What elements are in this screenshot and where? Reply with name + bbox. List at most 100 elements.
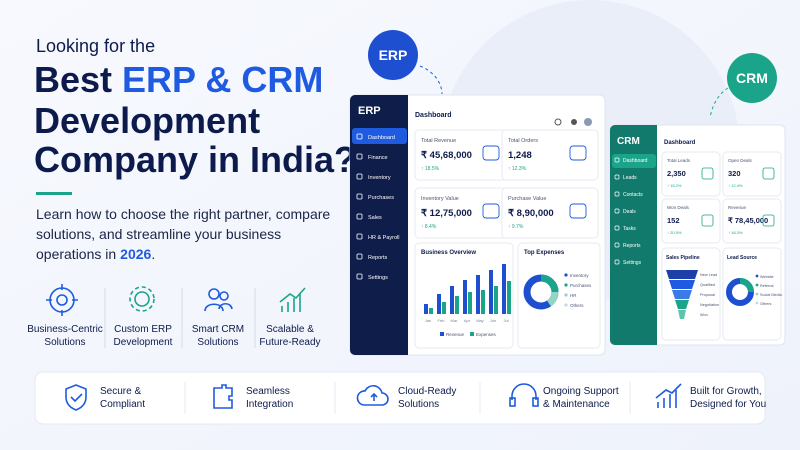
kpi-icon	[762, 214, 775, 227]
erp-nav-active	[352, 128, 407, 144]
icon-headset	[509, 397, 516, 407]
kpi-icon	[569, 145, 587, 161]
erp-badge	[368, 30, 418, 80]
month-label: Jan	[425, 318, 431, 323]
feature-label: Future-Ready	[259, 337, 320, 348]
kpi-icon	[762, 167, 775, 180]
nav-icon	[614, 259, 620, 265]
legend-dot	[564, 303, 568, 307]
nav-icon	[356, 253, 363, 260]
crm-nav-item: Settings	[623, 260, 642, 266]
stage-label: Negotiation	[700, 303, 719, 307]
month-label: Mar	[451, 318, 459, 323]
nav-icon	[614, 242, 620, 248]
legend-dot	[755, 301, 759, 305]
title-line2: Development	[34, 100, 260, 141]
deco-bar	[481, 290, 485, 314]
crm-nav-item: Deals	[623, 209, 636, 215]
icon-growth	[279, 287, 306, 312]
deco-bar	[476, 275, 480, 314]
deco-bar	[494, 286, 498, 314]
benefit-icons	[65, 383, 682, 411]
kpi-change: ↑ 12.3%	[508, 166, 527, 172]
nav-icon	[614, 157, 620, 163]
deco-bar	[429, 308, 433, 314]
legend-swatch	[440, 332, 444, 336]
icon-shield	[70, 393, 83, 403]
nav-icon	[614, 174, 620, 180]
kpi-card	[501, 187, 599, 239]
nav-icon	[356, 153, 363, 160]
kpi-change: ↑ 20.5%	[667, 230, 682, 235]
stage-label: New Lead	[700, 273, 717, 277]
feature-label: Solutions	[197, 337, 238, 348]
badge-arrow	[709, 87, 729, 119]
legend-label: Purchases	[570, 283, 592, 288]
pipeline-funnel	[666, 270, 698, 319]
icon-people	[219, 291, 229, 301]
erp-sidebar	[350, 95, 408, 355]
month-label: Feb	[438, 318, 446, 323]
stage-label: Qualified	[700, 283, 715, 287]
month-label: May	[476, 318, 484, 323]
icon-shield	[65, 384, 87, 411]
funnel-step	[678, 310, 686, 319]
benefit-bar	[34, 371, 766, 425]
funnel-step	[672, 290, 692, 299]
legend-dot	[564, 283, 568, 287]
crm-nav-item: Tasks	[623, 226, 636, 232]
expenses-title: Top Expenses	[524, 250, 565, 256]
nav-icon	[356, 273, 363, 280]
kpi-label: Open Deals	[728, 158, 753, 163]
overview-bars	[424, 264, 511, 314]
expenses-donut	[546, 291, 559, 307]
nav-icon	[614, 191, 620, 197]
features: Business-Centric Solutions Custom ERP Devel…	[27, 324, 320, 348]
legend-label: Others	[570, 303, 584, 308]
icon-cloud	[370, 392, 378, 401]
deco-bar	[450, 286, 454, 314]
kpi-icon	[482, 145, 500, 161]
legend-label: Inventory	[570, 273, 589, 278]
kpi-change: ↑ 8.4%	[421, 224, 437, 230]
erp-dashboard: ERP Dashboard Business Overview Top Expe…	[349, 94, 606, 356]
crm-sidebar	[610, 125, 657, 345]
erp-nav-item: Purchases	[368, 195, 394, 201]
kpi-icon	[569, 203, 587, 219]
description-line: operations in 2026.	[36, 246, 155, 262]
legend-dot	[755, 274, 759, 278]
kpi-value: ₹ 12,75,000	[421, 208, 472, 219]
benefit-label: & Maintenance	[543, 399, 610, 410]
description-line: solutions, and streamline your business	[36, 226, 281, 242]
legend-label: Others	[760, 302, 771, 306]
kpi-change: ↑ 12.4%	[728, 183, 743, 188]
kpi-label: Total Orders	[508, 138, 538, 144]
deco-bar	[489, 270, 493, 314]
legend-dot	[564, 293, 568, 297]
kpi-value: 2,350	[667, 169, 686, 178]
kpi-label: Revenue	[728, 205, 747, 210]
stage-label: Proposal	[700, 293, 715, 297]
feature-separators	[104, 288, 256, 348]
title-underline	[36, 192, 72, 195]
erp-nav-item: Sales	[368, 215, 382, 221]
source-title: Lead Source	[727, 255, 757, 261]
month-label: Jul	[503, 318, 508, 323]
crm-dashboard: CRM Dashboard Sales Pipeline Lead Source…	[609, 124, 786, 346]
legend-dot	[755, 292, 759, 296]
title-prefix: Best	[34, 59, 112, 100]
feature-label: Development	[114, 337, 173, 348]
kpi-card	[661, 151, 721, 197]
benefit-label: Built for Growth,	[690, 386, 762, 397]
benefit-label: Seamless	[246, 386, 290, 397]
kpi-card	[661, 198, 721, 244]
legend-label: Expenses	[476, 332, 497, 337]
benefit-label: Cloud-Ready	[398, 386, 456, 397]
title-line1: Best ERP & CRM	[34, 59, 323, 100]
crm-nav-item: Contacts	[623, 192, 643, 198]
funnel-step	[666, 270, 698, 279]
erp-nav-item: Finance	[368, 155, 388, 161]
nav-icon	[356, 213, 363, 220]
